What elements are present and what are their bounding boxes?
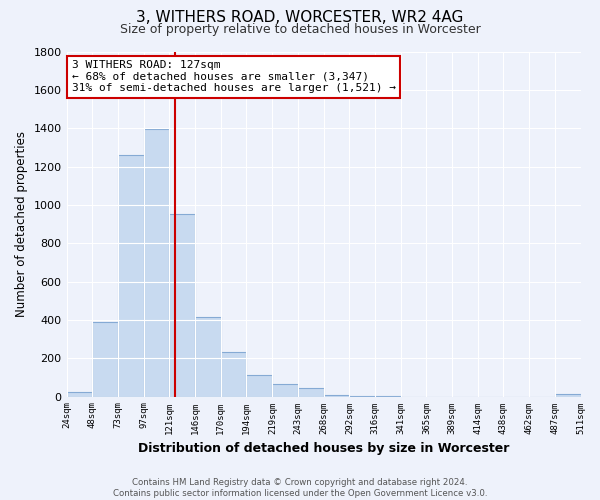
- Bar: [324, 394, 349, 396]
- Bar: [92, 322, 118, 396]
- Bar: [195, 317, 221, 396]
- Bar: [221, 352, 246, 397]
- Text: Contains HM Land Registry data © Crown copyright and database right 2024.
Contai: Contains HM Land Registry data © Crown c…: [113, 478, 487, 498]
- Bar: [67, 392, 92, 396]
- Bar: [555, 394, 581, 396]
- Text: 3, WITHERS ROAD, WORCESTER, WR2 4AG: 3, WITHERS ROAD, WORCESTER, WR2 4AG: [136, 10, 464, 25]
- Bar: [143, 129, 169, 396]
- Bar: [169, 214, 195, 396]
- X-axis label: Distribution of detached houses by size in Worcester: Distribution of detached houses by size …: [138, 442, 509, 455]
- Text: Size of property relative to detached houses in Worcester: Size of property relative to detached ho…: [119, 22, 481, 36]
- Bar: [118, 155, 143, 396]
- Text: 3 WITHERS ROAD: 127sqm
← 68% of detached houses are smaller (3,347)
31% of semi-: 3 WITHERS ROAD: 127sqm ← 68% of detached…: [71, 60, 395, 94]
- Bar: [298, 388, 324, 396]
- Y-axis label: Number of detached properties: Number of detached properties: [15, 131, 28, 317]
- Bar: [272, 384, 298, 396]
- Bar: [246, 376, 272, 396]
